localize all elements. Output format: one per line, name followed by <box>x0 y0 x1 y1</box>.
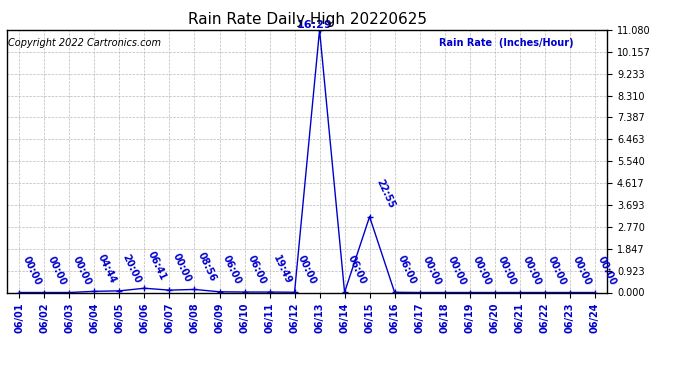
Text: 22:55: 22:55 <box>375 177 397 210</box>
Text: 00:00: 00:00 <box>170 252 193 284</box>
Text: 06:00: 06:00 <box>396 254 418 286</box>
Title: Rain Rate Daily High 20220625: Rain Rate Daily High 20220625 <box>188 12 426 27</box>
Text: 06:41: 06:41 <box>146 250 168 282</box>
Text: 20:00: 20:00 <box>121 253 143 285</box>
Text: 04:44: 04:44 <box>96 253 118 285</box>
Text: 08:56: 08:56 <box>196 251 218 284</box>
Text: 16:29: 16:29 <box>297 20 333 30</box>
Text: 00:00: 00:00 <box>296 254 318 286</box>
Text: 00:00: 00:00 <box>446 254 468 286</box>
Text: 06:00: 06:00 <box>246 254 268 286</box>
Text: 00:00: 00:00 <box>521 254 543 286</box>
Text: 00:00: 00:00 <box>571 254 593 286</box>
Text: 19:49: 19:49 <box>270 254 293 286</box>
Text: 00:00: 00:00 <box>46 254 68 286</box>
Text: 00:00: 00:00 <box>546 254 568 286</box>
Text: 06:00: 06:00 <box>346 254 368 286</box>
Text: 00:00: 00:00 <box>596 254 618 286</box>
Text: Copyright 2022 Cartronics.com: Copyright 2022 Cartronics.com <box>8 38 161 48</box>
Text: 00:00: 00:00 <box>496 254 518 286</box>
Text: Rain Rate  (Inches/Hour): Rain Rate (Inches/Hour) <box>439 38 574 48</box>
Text: 06:00: 06:00 <box>221 254 243 286</box>
Text: 00:00: 00:00 <box>70 254 93 286</box>
Text: 00:00: 00:00 <box>471 254 493 286</box>
Text: 00:00: 00:00 <box>21 254 43 286</box>
Text: 00:00: 00:00 <box>421 254 443 286</box>
